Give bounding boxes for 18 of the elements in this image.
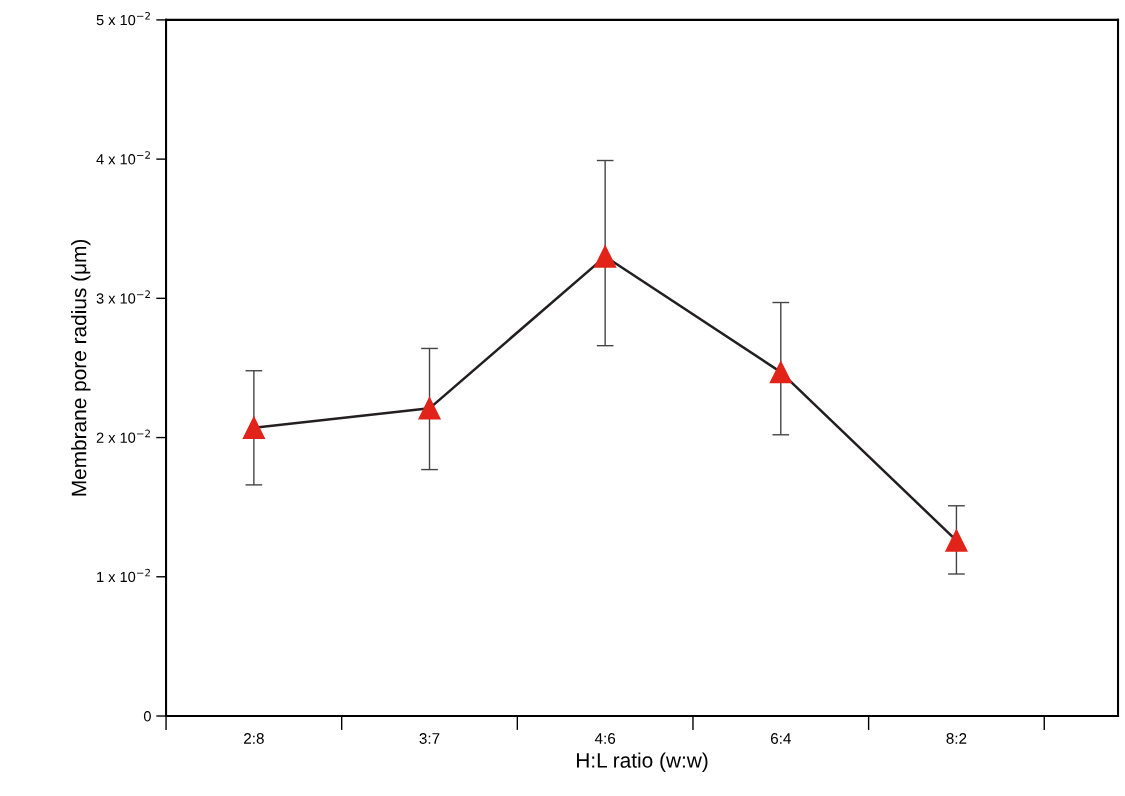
- y-tick-label: 0: [143, 711, 151, 722]
- x-tick-label: 8:2: [946, 733, 967, 744]
- point: [769, 361, 792, 384]
- point: [945, 529, 968, 552]
- point: [242, 416, 265, 439]
- point: [594, 245, 617, 268]
- y-tick-label: 1 x 10$^{−2}$: [97, 568, 150, 583]
- x-tick-label: 4:6: [594, 733, 616, 744]
- x-tick-label: 6:4: [770, 733, 791, 744]
- x-axis-title: H:L ratio (w:w): [577, 752, 708, 772]
- y-axis-title: Membrane pore radius (μm): [71, 239, 91, 496]
- x-tick-label: 2:8: [244, 733, 264, 744]
- x-tick-label: 3:7: [419, 733, 440, 744]
- y-tick-label: 4 x 10$^{−2}$: [96, 151, 150, 165]
- y-tick-label: 3 x 10$^{−2}$: [96, 290, 150, 304]
- y-tick-label: 2 x 10$^{−2}$: [96, 429, 150, 443]
- y-tick-label: 5 x 10$^{−2}$: [96, 11, 150, 26]
- point: [418, 397, 441, 420]
